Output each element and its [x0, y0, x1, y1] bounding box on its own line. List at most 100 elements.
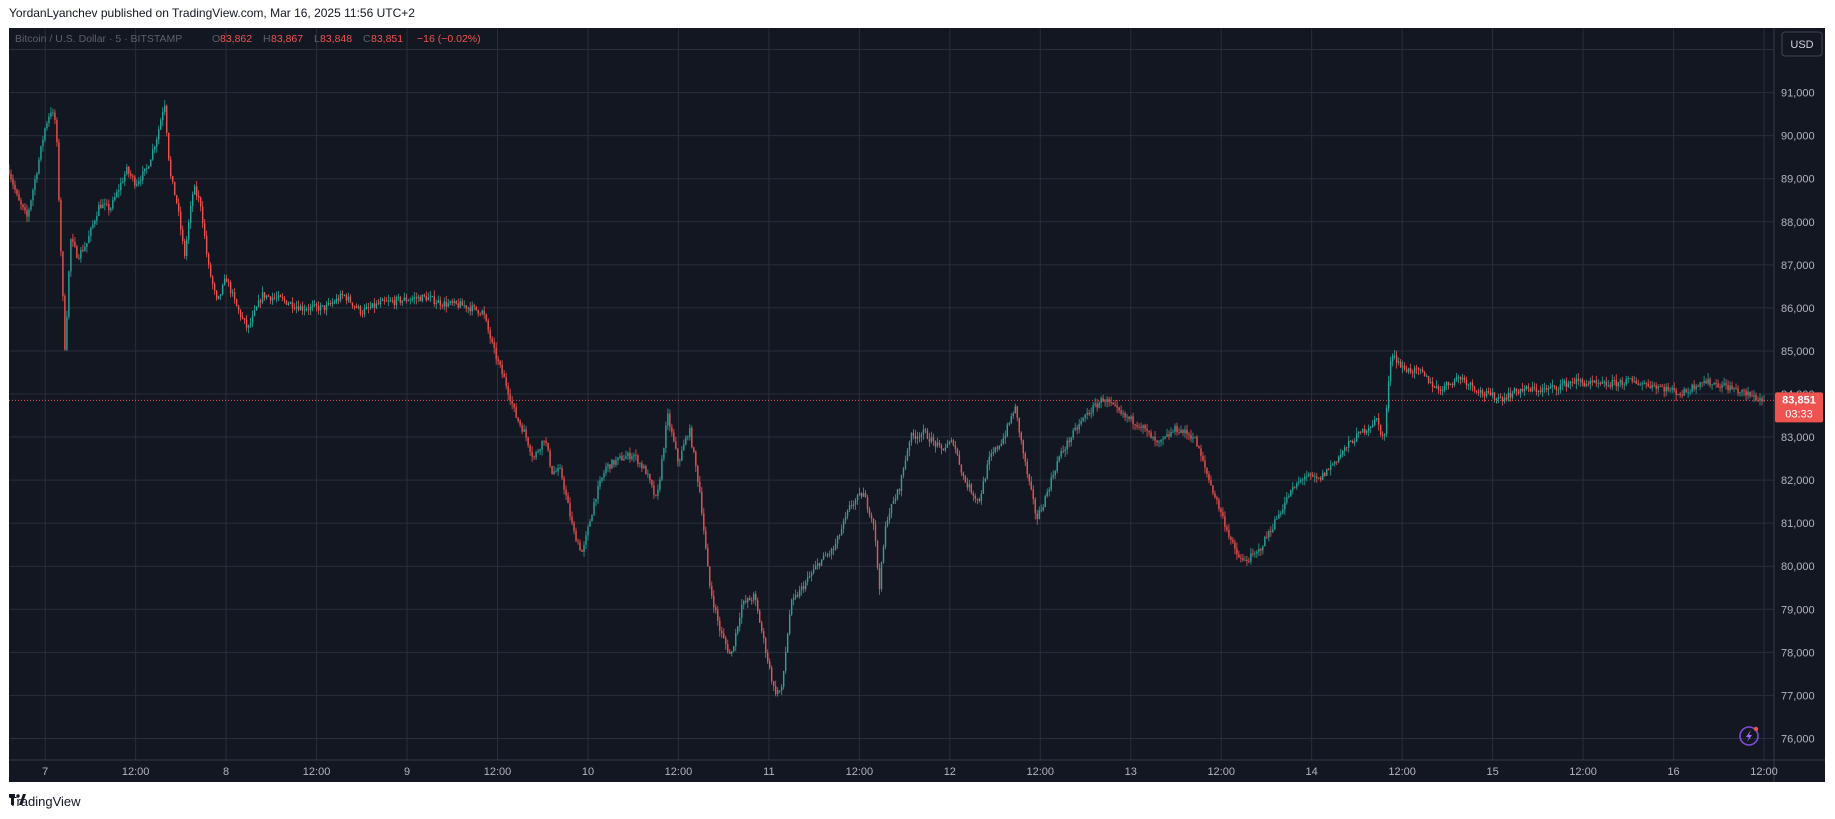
- candlestick-chart[interactable]: 76,000 77,000 78,000 79,000 80,000 81,000 82,0…: [9, 28, 1825, 782]
- candle-body: [1198, 446, 1200, 449]
- candle-body: [866, 497, 869, 510]
- candle-body: [1539, 390, 1542, 393]
- candle-body: [834, 543, 837, 550]
- candle-body: [1024, 453, 1026, 462]
- candle-body: [1342, 450, 1344, 455]
- candle-body: [1010, 415, 1012, 423]
- candle-body: [1296, 483, 1298, 488]
- candle-body: [790, 599, 793, 615]
- candle-body: [1465, 380, 1468, 386]
- candle-body: [862, 493, 865, 497]
- candle-body: [960, 464, 963, 473]
- candle-body: [263, 292, 266, 298]
- candle-body: [952, 440, 955, 446]
- candle-body: [1653, 384, 1655, 386]
- candle-body: [487, 320, 489, 331]
- candle-body: [1054, 471, 1056, 476]
- candle-body: [337, 298, 340, 301]
- candle-body: [1244, 559, 1246, 561]
- candle-body: [114, 197, 116, 200]
- candle-body: [96, 216, 98, 221]
- chart-panel[interactable]: 76,000 77,000 78,000 79,000 80,000 81,000 82,0…: [9, 28, 1825, 782]
- candle-body: [709, 566, 711, 586]
- lightning-icon[interactable]: [1739, 726, 1759, 746]
- candle-body: [1164, 436, 1166, 439]
- candle-body: [1683, 389, 1685, 396]
- price-tick-label: 91,000: [1781, 88, 1815, 100]
- candle-body: [850, 505, 853, 506]
- candle-body: [209, 264, 212, 277]
- candle-body: [982, 481, 985, 494]
- candle-body: [1068, 440, 1070, 443]
- candle-body: [1613, 380, 1615, 381]
- candle-body: [1461, 377, 1464, 380]
- candle-body: [397, 297, 400, 299]
- candle-body: [1350, 441, 1352, 442]
- candle-body: [20, 200, 22, 205]
- candle-body: [1154, 436, 1156, 441]
- candle-body: [1338, 456, 1340, 462]
- candle-body: [335, 298, 338, 303]
- candle-body: [1042, 507, 1044, 511]
- candle-body: [800, 586, 803, 590]
- candle-body: [707, 548, 709, 567]
- candle-body: [44, 128, 46, 140]
- candle-body: [1016, 406, 1018, 418]
- currency-button[interactable]: USD: [1781, 31, 1823, 57]
- candle-body: [1000, 443, 1003, 446]
- candle-body: [369, 307, 372, 309]
- candle-body: [812, 569, 815, 574]
- last-price-value: 83,851: [1782, 394, 1816, 406]
- candle-body: [1415, 367, 1418, 369]
- candle-body: [828, 553, 831, 555]
- candle-body: [842, 520, 845, 529]
- candle-body: [1677, 394, 1679, 395]
- candle-body: [323, 305, 326, 311]
- candle-body: [1286, 497, 1288, 503]
- candle-body: [1334, 461, 1336, 464]
- candle-body: [393, 300, 396, 305]
- candle-body: [719, 620, 721, 632]
- candle-body: [962, 472, 965, 477]
- candle-body: [822, 555, 825, 560]
- candle-body: [753, 594, 755, 601]
- candle-body: [701, 491, 703, 514]
- candle-body: [351, 302, 354, 306]
- symbol-label[interactable]: Bitcoin / U.S. Dollar · 5 · BITSTAMP: [15, 33, 182, 45]
- ohlc-high-label: H: [263, 33, 271, 45]
- candle-body: [1034, 499, 1036, 514]
- candle-body: [191, 194, 194, 207]
- candle-body: [733, 646, 735, 652]
- candle-body: [1585, 383, 1588, 386]
- candle-body: [1565, 380, 1568, 387]
- candle-body: [974, 495, 977, 499]
- candle-body: [806, 577, 809, 582]
- candle-body: [1346, 447, 1348, 449]
- candle-body: [1599, 382, 1601, 384]
- candle-body: [928, 438, 931, 442]
- candle-body: [9, 170, 10, 174]
- candle-body: [277, 295, 280, 298]
- candle-body: [1170, 431, 1172, 437]
- candle-body: [1423, 372, 1426, 376]
- candle-body: [38, 159, 40, 174]
- time-tick-label: 12:00: [1027, 766, 1055, 778]
- candle-body: [122, 181, 124, 183]
- candle-body: [257, 300, 260, 307]
- candle-body: [731, 651, 733, 654]
- candle-body: [976, 498, 979, 500]
- candle-body: [972, 493, 975, 496]
- candle-body: [1485, 391, 1488, 397]
- candle-body: [930, 437, 933, 442]
- candle-body: [138, 181, 140, 184]
- candle-body: [1363, 428, 1366, 433]
- tradingview-logo[interactable]: TradingView: [9, 794, 81, 809]
- candle-body: [106, 203, 108, 205]
- candle-body: [170, 159, 172, 177]
- candle-body: [1312, 474, 1314, 477]
- candle-body: [148, 166, 150, 169]
- candle-body: [1290, 489, 1292, 497]
- time-axis[interactable]: [9, 760, 1825, 782]
- candle-body: [774, 686, 777, 694]
- candle-body: [1691, 384, 1693, 392]
